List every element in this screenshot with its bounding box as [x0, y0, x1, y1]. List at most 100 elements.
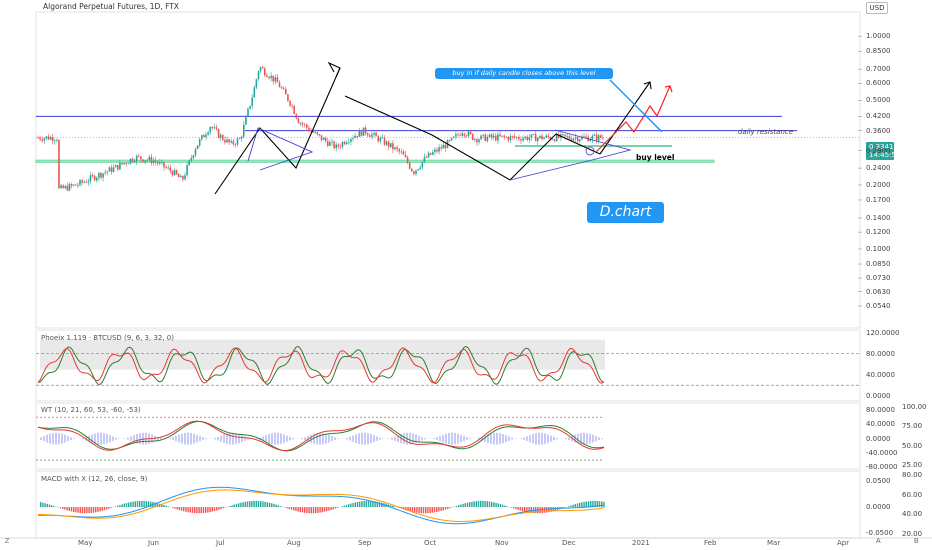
macd-hist-bar [359, 501, 361, 508]
candle-body [520, 139, 522, 141]
time-tick-2021: 2021 [632, 539, 650, 547]
wt-bar [115, 437, 117, 440]
macd-hist-bar [62, 507, 64, 509]
candle-body [264, 68, 266, 76]
macd-hist-bar [147, 501, 150, 508]
macd-hist-bar [477, 500, 480, 508]
wt-bar [244, 436, 246, 441]
macd-hist-bar [288, 507, 290, 510]
macd-hist-bar [317, 507, 319, 513]
wt-bar [223, 434, 225, 443]
macd-hist-bar [92, 507, 95, 513]
phoenix-cloud [40, 339, 605, 370]
macd-hist-bar [583, 501, 585, 508]
macd-hist-bar [163, 504, 165, 508]
macd-hist-bar [334, 507, 337, 509]
macd-hist-bar [73, 507, 75, 512]
candle-body [341, 141, 344, 147]
currency-button[interactable]: USD [866, 2, 888, 14]
last-price-tag: 0.3341 [866, 142, 894, 152]
wt-bar [331, 436, 333, 442]
macd-hist-bar [306, 507, 308, 514]
wt-bar [112, 436, 114, 441]
candle-body [293, 105, 295, 114]
candle-body [576, 137, 579, 142]
macd-hist-bar [519, 507, 521, 511]
macd-hist-bar [101, 507, 103, 511]
scale-auto-button[interactable]: A [876, 538, 881, 545]
wt-bar [52, 432, 54, 445]
macd-hist-bar [132, 501, 134, 508]
candle-body [505, 136, 508, 138]
chart-title: Algorand Perpetual Futures, 1D, FTX [43, 2, 180, 11]
wt-bar [322, 432, 324, 445]
wt-bar [370, 434, 372, 444]
candle-body [333, 141, 335, 149]
wt-bar [136, 434, 138, 444]
candle-body [203, 135, 205, 138]
macd-hist-bar [429, 507, 431, 513]
macd-hist-bar [372, 501, 374, 508]
candle-body [444, 144, 447, 149]
wt-bar [286, 435, 288, 442]
wt-bar [235, 433, 237, 445]
pane-frame-1 [35, 329, 861, 402]
countdown-tag: 14:45:57 [866, 150, 900, 160]
macd-hist-bar [458, 505, 460, 508]
macd-hist-bar [403, 507, 405, 510]
macd-hist-bar [493, 502, 495, 508]
macd-hist-bar [251, 500, 253, 508]
wt-bar [139, 433, 141, 445]
candle-body [127, 163, 130, 165]
wt-bar [109, 435, 111, 443]
pane-tick: -40.0000 [866, 448, 898, 457]
candle-body [274, 77, 277, 82]
macd-hist-bar [209, 507, 211, 513]
macd-hist-bar [268, 502, 271, 508]
candle-body [123, 163, 125, 165]
signal-line [37, 489, 605, 522]
wt-bar [292, 437, 294, 440]
wt-bar [397, 435, 399, 443]
pane-tick: 0.0000 [866, 434, 891, 443]
wt-bar [187, 432, 189, 445]
macd-hist-bar [332, 507, 334, 510]
candle-body [196, 145, 199, 150]
macd-hist-bar [414, 507, 416, 513]
macd-hist-bar [356, 501, 359, 508]
candle-body [39, 137, 41, 140]
candle-body [348, 141, 350, 143]
candle-body [205, 134, 207, 138]
candle-body [171, 171, 174, 176]
macd-hist-bar [462, 503, 464, 508]
candle-body [37, 137, 39, 139]
scale-log-button[interactable]: B [914, 538, 919, 545]
wt-bar [274, 432, 276, 445]
macd-hist-bar [528, 507, 530, 513]
candle-body [299, 123, 302, 124]
candle-body [555, 134, 558, 142]
candle-body [354, 135, 356, 139]
wt-bar [454, 432, 456, 445]
pane-tick-right: 20.00 [902, 530, 923, 538]
macd-hist-bar [354, 502, 356, 508]
macd-hist-bar [114, 506, 117, 508]
macd-hist-bar [275, 504, 277, 508]
candle-body [175, 170, 178, 175]
macd-hist-bar [53, 505, 55, 508]
candle-body [461, 133, 463, 136]
macd-hist-bar [165, 505, 167, 508]
candle-body [66, 185, 69, 191]
pane-tick: 0.0000 [866, 503, 891, 512]
callout-note: buy in if daily candle closes above this… [435, 68, 613, 79]
macd-hist-bar [526, 507, 528, 513]
candle-body [138, 155, 140, 157]
candle-body [320, 135, 323, 141]
wt-bar [316, 432, 318, 445]
candle-body [77, 185, 79, 186]
candle-body [324, 138, 327, 142]
wt-bar [73, 438, 75, 440]
macd-hist-bar [257, 500, 260, 508]
zoom-left-button[interactable]: Z [5, 538, 10, 545]
